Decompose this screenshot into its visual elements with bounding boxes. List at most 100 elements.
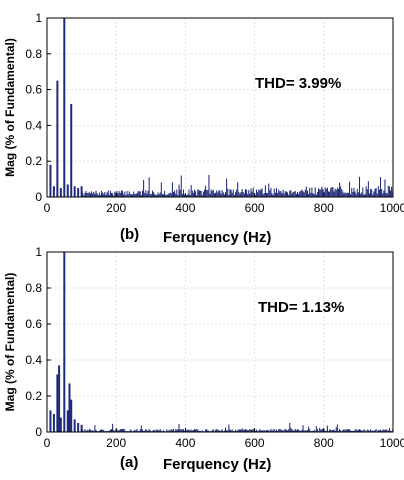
- noise-bar: [296, 429, 299, 432]
- noise-bar: [243, 429, 245, 432]
- noise-bar: [285, 191, 287, 197]
- noise-bar: [226, 430, 228, 432]
- noise-bar: [283, 429, 285, 432]
- noise-bar: [188, 429, 190, 432]
- noise-bar: [315, 426, 317, 432]
- noise-bar: [114, 430, 116, 432]
- noise-bar: [358, 176, 361, 197]
- noise-bar: [82, 429, 84, 432]
- noise-bar: [288, 429, 290, 432]
- noise-bar: [179, 189, 181, 197]
- noise-bar: [107, 190, 109, 197]
- noise-bar: [289, 190, 291, 197]
- noise-bar: [164, 190, 166, 197]
- y-tick-label: 0: [35, 190, 42, 204]
- noise-bar: [372, 430, 374, 432]
- noise-bar: [159, 428, 161, 432]
- noise-bar: [126, 191, 128, 197]
- noise-bar: [290, 427, 292, 432]
- noise-bar: [206, 189, 208, 197]
- noise-bar: [363, 429, 365, 432]
- noise-bar: [391, 186, 393, 197]
- noise-bar: [227, 430, 229, 432]
- noise-bar: [106, 192, 108, 197]
- noise-bar: [141, 429, 144, 432]
- noise-bar: [239, 429, 241, 432]
- noise-bar: [271, 430, 273, 432]
- noise-bar: [309, 187, 311, 197]
- noise-bar: [258, 430, 260, 432]
- noise-bar: [366, 189, 368, 197]
- noise-bar: [298, 429, 300, 432]
- noise-bar: [174, 190, 176, 197]
- noise-bar: [360, 429, 362, 432]
- noise-bar: [128, 191, 130, 197]
- noise-bar: [93, 191, 95, 197]
- noise-bar: [161, 193, 163, 197]
- noise-bar: [299, 430, 301, 432]
- noise-bar: [247, 194, 249, 197]
- noise-bar: [373, 430, 375, 432]
- noise-bar: [139, 429, 141, 432]
- spectrum-bar: [73, 186, 76, 197]
- noise-bar: [293, 430, 295, 432]
- noise-bar: [227, 188, 229, 197]
- noise-bar: [211, 190, 213, 197]
- noise-bar: [141, 190, 144, 197]
- noise-bar: [137, 191, 139, 197]
- spectrum-bar: [52, 414, 55, 432]
- noise-bar: [230, 430, 232, 432]
- noise-bar: [157, 430, 159, 432]
- noise-bar: [85, 190, 87, 197]
- noise-bar: [113, 195, 115, 197]
- noise-bar: [129, 193, 131, 197]
- noise-bar: [194, 428, 196, 432]
- noise-bar: [302, 425, 304, 432]
- noise-bar: [252, 429, 254, 432]
- noise-bar: [86, 193, 88, 197]
- noise-bar: [300, 190, 302, 197]
- noise-bar: [105, 194, 107, 197]
- noise-bar: [158, 194, 160, 197]
- noise-bar: [282, 430, 284, 432]
- noise-bar: [195, 429, 197, 432]
- noise-bar: [207, 430, 209, 432]
- noise-bar: [290, 190, 292, 197]
- noise-bar: [102, 192, 104, 197]
- noise-bar: [298, 193, 300, 197]
- noise-bar: [305, 186, 307, 197]
- noise-bar: [366, 429, 368, 432]
- noise-bar: [110, 428, 113, 432]
- noise-bar: [223, 194, 225, 197]
- noise-bar: [177, 429, 179, 432]
- noise-bar: [252, 187, 254, 197]
- noise-bar: [189, 194, 191, 197]
- noise-bar: [318, 188, 320, 197]
- noise-bar: [236, 189, 238, 197]
- noise-bar: [259, 429, 261, 432]
- noise-bar: [239, 193, 241, 197]
- noise-bar: [256, 189, 258, 197]
- noise-bar: [195, 191, 197, 197]
- noise-bar: [187, 429, 189, 432]
- noise-bar: [154, 429, 156, 432]
- noise-bar: [281, 193, 283, 197]
- noise-bar: [357, 429, 359, 432]
- noise-bar: [103, 429, 105, 432]
- noise-bar: [293, 191, 295, 197]
- noise-bar: [135, 430, 137, 432]
- noise-bar: [334, 188, 336, 197]
- noise-bar: [309, 429, 311, 432]
- noise-bar: [95, 429, 97, 432]
- y-tick-label: 0.2: [25, 389, 42, 403]
- noise-bar: [191, 430, 193, 432]
- noise-bar: [92, 193, 94, 197]
- spectrum-bar: [80, 424, 83, 432]
- x-tick-label: 400: [175, 436, 195, 450]
- noise-bar: [249, 193, 251, 197]
- noise-bar: [119, 429, 121, 432]
- chart-panel-a: 0 0.2 0.4 0.6 0.8 1 0 200 400 600 800 1000 Mag (% of…: [3, 245, 404, 473]
- noise-bar: [304, 189, 306, 197]
- noise-bar: [241, 189, 243, 197]
- noise-bar: [179, 429, 181, 432]
